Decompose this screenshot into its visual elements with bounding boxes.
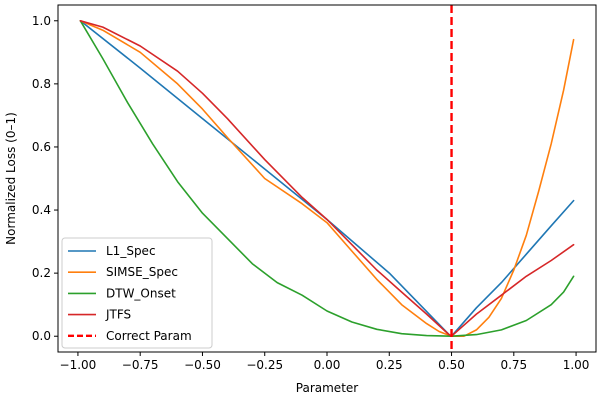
legend-label-l1-spec: L1_Spec bbox=[106, 244, 156, 258]
legend-box bbox=[61, 237, 213, 349]
x-tick-label: 0.50 bbox=[438, 358, 465, 372]
x-tick-label: −0.50 bbox=[184, 358, 221, 372]
y-axis-label: Normalized Loss (0–1) bbox=[4, 112, 18, 245]
series-line-dtw-onset bbox=[79, 19, 575, 338]
y-tick-label: 0.8 bbox=[32, 77, 51, 91]
legend-label-simse-spec: SIMSE_Spec bbox=[106, 265, 178, 279]
x-tick-label: 1.00 bbox=[563, 358, 590, 372]
legend-label-dtw-onset: DTW_Onset bbox=[106, 286, 176, 300]
legend-label-jtfs: JTFS bbox=[105, 308, 131, 322]
legend-label-correct-param: Correct Param bbox=[106, 329, 192, 343]
series-layer bbox=[79, 19, 575, 338]
x-tick-label: −0.25 bbox=[246, 358, 283, 372]
x-axis: −1.00 −0.75 −0.50 −0.25 0.00 0.25 0.50 0.75 1.00 bbox=[60, 352, 590, 372]
y-tick-label: 0.6 bbox=[32, 140, 51, 154]
x-axis-label: Parameter bbox=[296, 381, 358, 395]
x-tick-label: 0.00 bbox=[314, 358, 341, 372]
series-line-simse-spec bbox=[79, 19, 575, 338]
y-tick-label: 0.4 bbox=[32, 203, 51, 217]
y-tick-label: 0.2 bbox=[32, 266, 51, 280]
x-tick-label: 0.25 bbox=[376, 358, 403, 372]
y-tick-label: 0.0 bbox=[32, 329, 51, 343]
y-axis: 0.0 0.2 0.4 0.6 0.8 1.0 bbox=[32, 14, 58, 343]
y-tick-label: 1.0 bbox=[32, 14, 51, 28]
x-tick-label: −1.00 bbox=[60, 358, 97, 372]
x-tick-label: −0.75 bbox=[122, 358, 159, 372]
legend: L1_Spec SIMSE_Spec DTW_Onset JTFS Correct Pa… bbox=[61, 237, 213, 349]
series-line-jtfs bbox=[79, 19, 575, 338]
x-tick-label: 0.75 bbox=[500, 358, 527, 372]
